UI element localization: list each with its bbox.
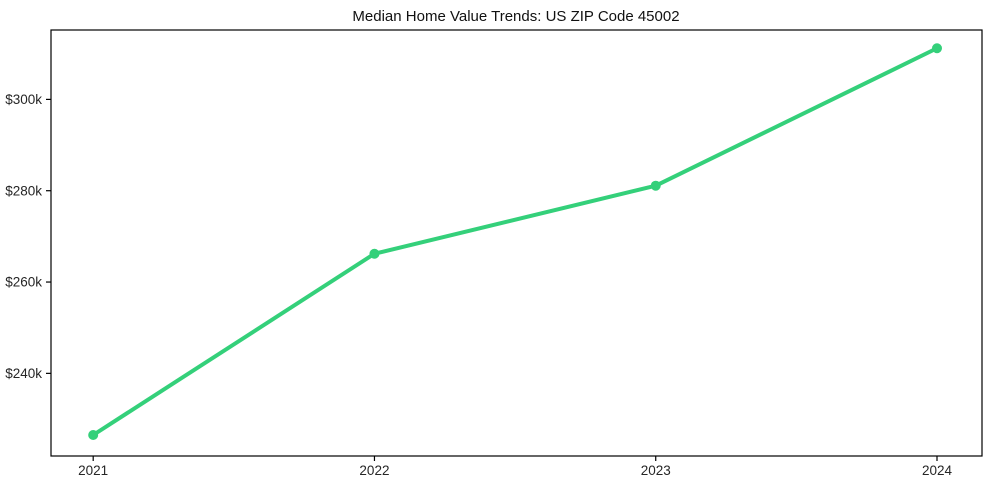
y-axis-tick-label: $300k	[5, 92, 42, 107]
chart-title: Median Home Value Trends: US ZIP Code 45…	[352, 8, 679, 25]
x-axis-tick-label: 2021	[78, 463, 108, 478]
plot-group: $240k $260k $280k $300k 2021 2022 2023 2024	[5, 29, 983, 478]
data-line	[91, 46, 939, 437]
y-axis-tick-label: $260k	[5, 275, 42, 290]
data-point-marker	[931, 43, 942, 54]
data-point-marker	[88, 429, 99, 440]
x-axis-tick-label: 2024	[922, 463, 953, 478]
y-axis-tick-label: $240k	[5, 366, 42, 381]
plot-border	[50, 29, 983, 457]
x-axis-tick-label: 2022	[359, 463, 389, 478]
data-point-marker	[369, 248, 380, 259]
y-axis-tick-label: $280k	[5, 183, 42, 198]
x-axis-tick-label: 2023	[641, 463, 671, 478]
data-point-marker	[650, 180, 661, 191]
